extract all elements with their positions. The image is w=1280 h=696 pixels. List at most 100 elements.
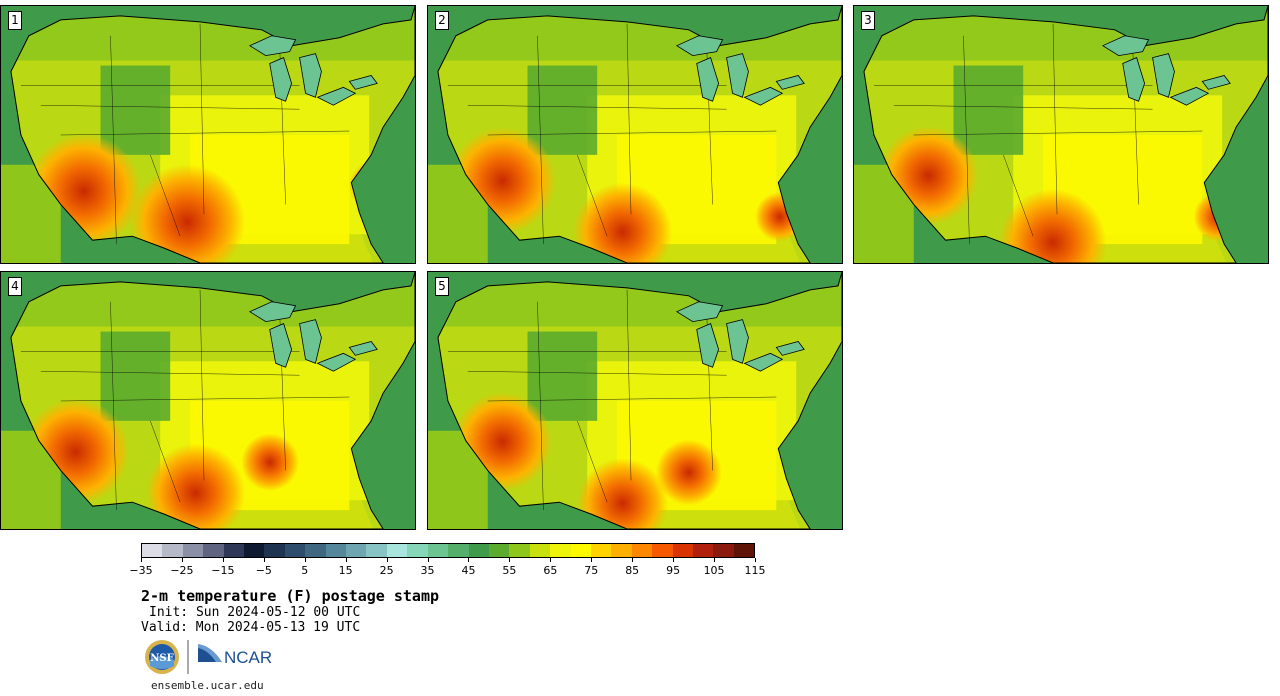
colorbar-tick — [673, 558, 675, 562]
state-border — [150, 420, 181, 503]
colorbar-tick-label: 25 — [379, 564, 394, 577]
great-lake — [775, 341, 805, 356]
state-border — [913, 130, 1203, 136]
member-label: 3 — [861, 11, 875, 30]
colorbar-tick-label: 55 — [502, 564, 517, 577]
colorbar-tick-label: −25 — [170, 564, 194, 577]
colorbar-segment — [529, 544, 551, 557]
state-border — [199, 289, 205, 481]
temperature-map — [854, 6, 1268, 263]
great-lake — [1152, 53, 1175, 98]
colorbar-segment — [407, 544, 428, 557]
stamp-panel-4: 4 — [0, 271, 416, 530]
colorbar-tick-label: −5 — [255, 564, 272, 577]
state-border — [150, 154, 181, 237]
great-lake — [675, 301, 724, 323]
state-border — [60, 130, 350, 136]
colorbar-tick-label: 5 — [301, 564, 309, 577]
colorbar-segment — [346, 544, 367, 557]
colorbar-segment — [570, 544, 591, 557]
colorbar-tick — [427, 558, 429, 562]
colorbar-tick — [468, 558, 470, 562]
colorbar-segment — [590, 544, 612, 557]
temperature-colorbar — [141, 543, 755, 558]
colorbar-tick — [345, 558, 347, 562]
great-lake — [348, 75, 378, 90]
colorbar-tick — [141, 558, 142, 562]
stamp-panel-1: 1 — [0, 5, 416, 264]
init-time: Init: Sun 2024-05-12 00 UTC — [149, 605, 361, 620]
colorbar-tick-label: 35 — [420, 564, 435, 577]
colorbar-segment — [631, 544, 653, 557]
great-lake — [1101, 35, 1150, 57]
colorbar-tick — [591, 558, 593, 562]
great-lake — [348, 341, 378, 356]
state-border — [626, 289, 632, 481]
logos: NSF NCAR — [144, 638, 274, 676]
colorbar-segment — [305, 544, 326, 557]
great-lake — [696, 323, 720, 368]
colorbar-segment — [488, 544, 510, 557]
member-label: 5 — [435, 277, 449, 296]
coastline — [437, 272, 842, 529]
colorbar-segment — [182, 544, 204, 557]
great-lake — [316, 86, 357, 106]
colorbar-segment — [692, 544, 714, 557]
colorbar-segment — [427, 544, 449, 557]
state-border — [537, 35, 544, 245]
state-border — [963, 35, 970, 245]
colorbar-segment — [142, 544, 163, 557]
nsf-logo-text: NSF — [150, 653, 173, 664]
state-border — [626, 23, 632, 215]
colorbar-ticks: −35 −25 −15 −5 5 15 25 35 45 55 65 75 85 95 105 115 — [129, 558, 766, 578]
member-label: 4 — [8, 277, 22, 296]
colorbar-tick — [714, 558, 716, 562]
colorbar-segment — [733, 544, 755, 557]
colorbar-segment — [448, 544, 469, 557]
state-border — [40, 371, 300, 376]
state-border — [60, 396, 350, 402]
colorbar-segment — [509, 544, 530, 557]
great-lake — [675, 35, 724, 57]
colorbar-tick-label: 75 — [584, 564, 599, 577]
valid-time: Valid: Mon 2024-05-13 19 UTC — [141, 620, 361, 635]
coastline — [863, 6, 1268, 263]
site-url: ensemble.ucar.edu — [151, 679, 264, 692]
colorbar-tick — [632, 558, 634, 562]
colorbar-tick — [263, 558, 265, 562]
great-lake — [269, 323, 293, 368]
great-lake — [1122, 57, 1146, 102]
coastline — [10, 272, 415, 529]
colorbar-segment — [284, 544, 306, 557]
state-border — [467, 371, 727, 376]
colorbar-tick-label: 95 — [666, 564, 681, 577]
state-border — [110, 35, 117, 245]
state-border — [577, 420, 608, 503]
nsf-logo-icon: NSF — [145, 640, 179, 674]
colorbar-segment — [325, 544, 347, 557]
great-lake — [248, 35, 297, 57]
colorbar-segment — [203, 544, 224, 557]
colorbar-tick — [386, 558, 388, 562]
great-lake — [743, 86, 784, 106]
great-lake — [316, 352, 357, 372]
state-border — [467, 105, 727, 110]
colorbar-tick-label: 15 — [338, 564, 353, 577]
great-lake — [1169, 86, 1210, 106]
great-lake — [726, 319, 749, 364]
colorbar-segment — [264, 544, 285, 557]
state-border — [537, 301, 544, 511]
stamp-panel-5: 5 — [427, 271, 843, 530]
great-lake — [299, 53, 322, 98]
state-border — [1003, 154, 1034, 237]
state-border — [577, 154, 608, 237]
colorbar-tick — [550, 558, 552, 562]
coastline — [10, 6, 415, 263]
colorbar-tick — [755, 558, 756, 562]
colorbar-segment — [652, 544, 673, 557]
colorbar-segment — [244, 544, 265, 557]
great-lake — [696, 57, 720, 102]
temperature-map — [428, 272, 842, 529]
ncar-logo-icon: NCAR — [198, 644, 272, 667]
colorbar-tick-label: 65 — [543, 564, 558, 577]
